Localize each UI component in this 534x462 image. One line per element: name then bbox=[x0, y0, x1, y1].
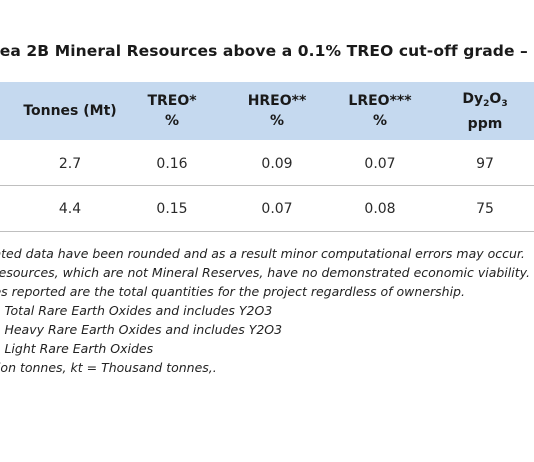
table-row: 4.4 0.15 0.07 0.08 75 bbox=[0, 188, 534, 230]
table-row: 2.7 0.16 0.09 0.07 97 bbox=[0, 143, 534, 185]
header-tonnes-label: Tonnes (Mt) bbox=[23, 103, 117, 119]
header-tonnes: Tonnes (Mt) bbox=[0, 82, 140, 140]
header-dy2o3: Dy2O3 ppm bbox=[432, 82, 534, 140]
cell-tonnes: 2.7 bbox=[58, 156, 82, 172]
header-lreo-label: LREO*** bbox=[348, 93, 412, 109]
header-hreo: HREO** % bbox=[222, 82, 332, 140]
note-line: = Heavy Rare Earth Oxides and includes Y… bbox=[0, 322, 283, 337]
cell-treo: 0.15 bbox=[156, 201, 188, 217]
header-treo-unit: % bbox=[164, 113, 180, 129]
note-line: = Total Rare Earth Oxides and includes Y… bbox=[0, 303, 273, 318]
note-line: ies reported are the total quantities fo… bbox=[0, 284, 465, 299]
cell-treo: 0.16 bbox=[156, 156, 188, 172]
cell-lreo: 0.08 bbox=[364, 201, 396, 217]
table-notes: lated data have been rounded and as a re… bbox=[0, 244, 530, 377]
note-line: llion tonnes, kt = Thousand tonnes,. bbox=[0, 360, 217, 375]
header-treo: TREO* % bbox=[122, 82, 222, 140]
table-title: rea 2B Mineral Resources above a 0.1% TR… bbox=[0, 42, 534, 60]
table-header: Tonnes (Mt) TREO* % HREO** % LREO*** % D… bbox=[0, 82, 534, 140]
cell-dy2o3: 75 bbox=[476, 201, 494, 217]
cell-lreo: 0.07 bbox=[364, 156, 396, 172]
note-line: lated data have been rounded and as a re… bbox=[0, 246, 525, 261]
header-lreo: LREO*** % bbox=[330, 82, 430, 140]
cell-tonnes: 4.4 bbox=[58, 201, 82, 217]
header-dy2o3-label: Dy2O3 bbox=[462, 90, 508, 109]
note-line: Resources, which are not Mineral Reserve… bbox=[0, 265, 531, 280]
cell-hreo: 0.07 bbox=[261, 201, 293, 217]
cell-dy2o3: 97 bbox=[476, 156, 494, 172]
header-lreo-unit: % bbox=[372, 113, 388, 129]
cell-hreo: 0.09 bbox=[261, 156, 293, 172]
note-line: = Light Rare Earth Oxides bbox=[0, 341, 154, 356]
header-hreo-label: HREO** bbox=[247, 93, 307, 109]
header-dy2o3-unit: ppm bbox=[467, 115, 503, 132]
header-treo-label: TREO* bbox=[147, 93, 197, 109]
header-hreo-unit: % bbox=[269, 113, 285, 129]
row-divider bbox=[0, 185, 534, 186]
row-divider bbox=[0, 231, 534, 232]
